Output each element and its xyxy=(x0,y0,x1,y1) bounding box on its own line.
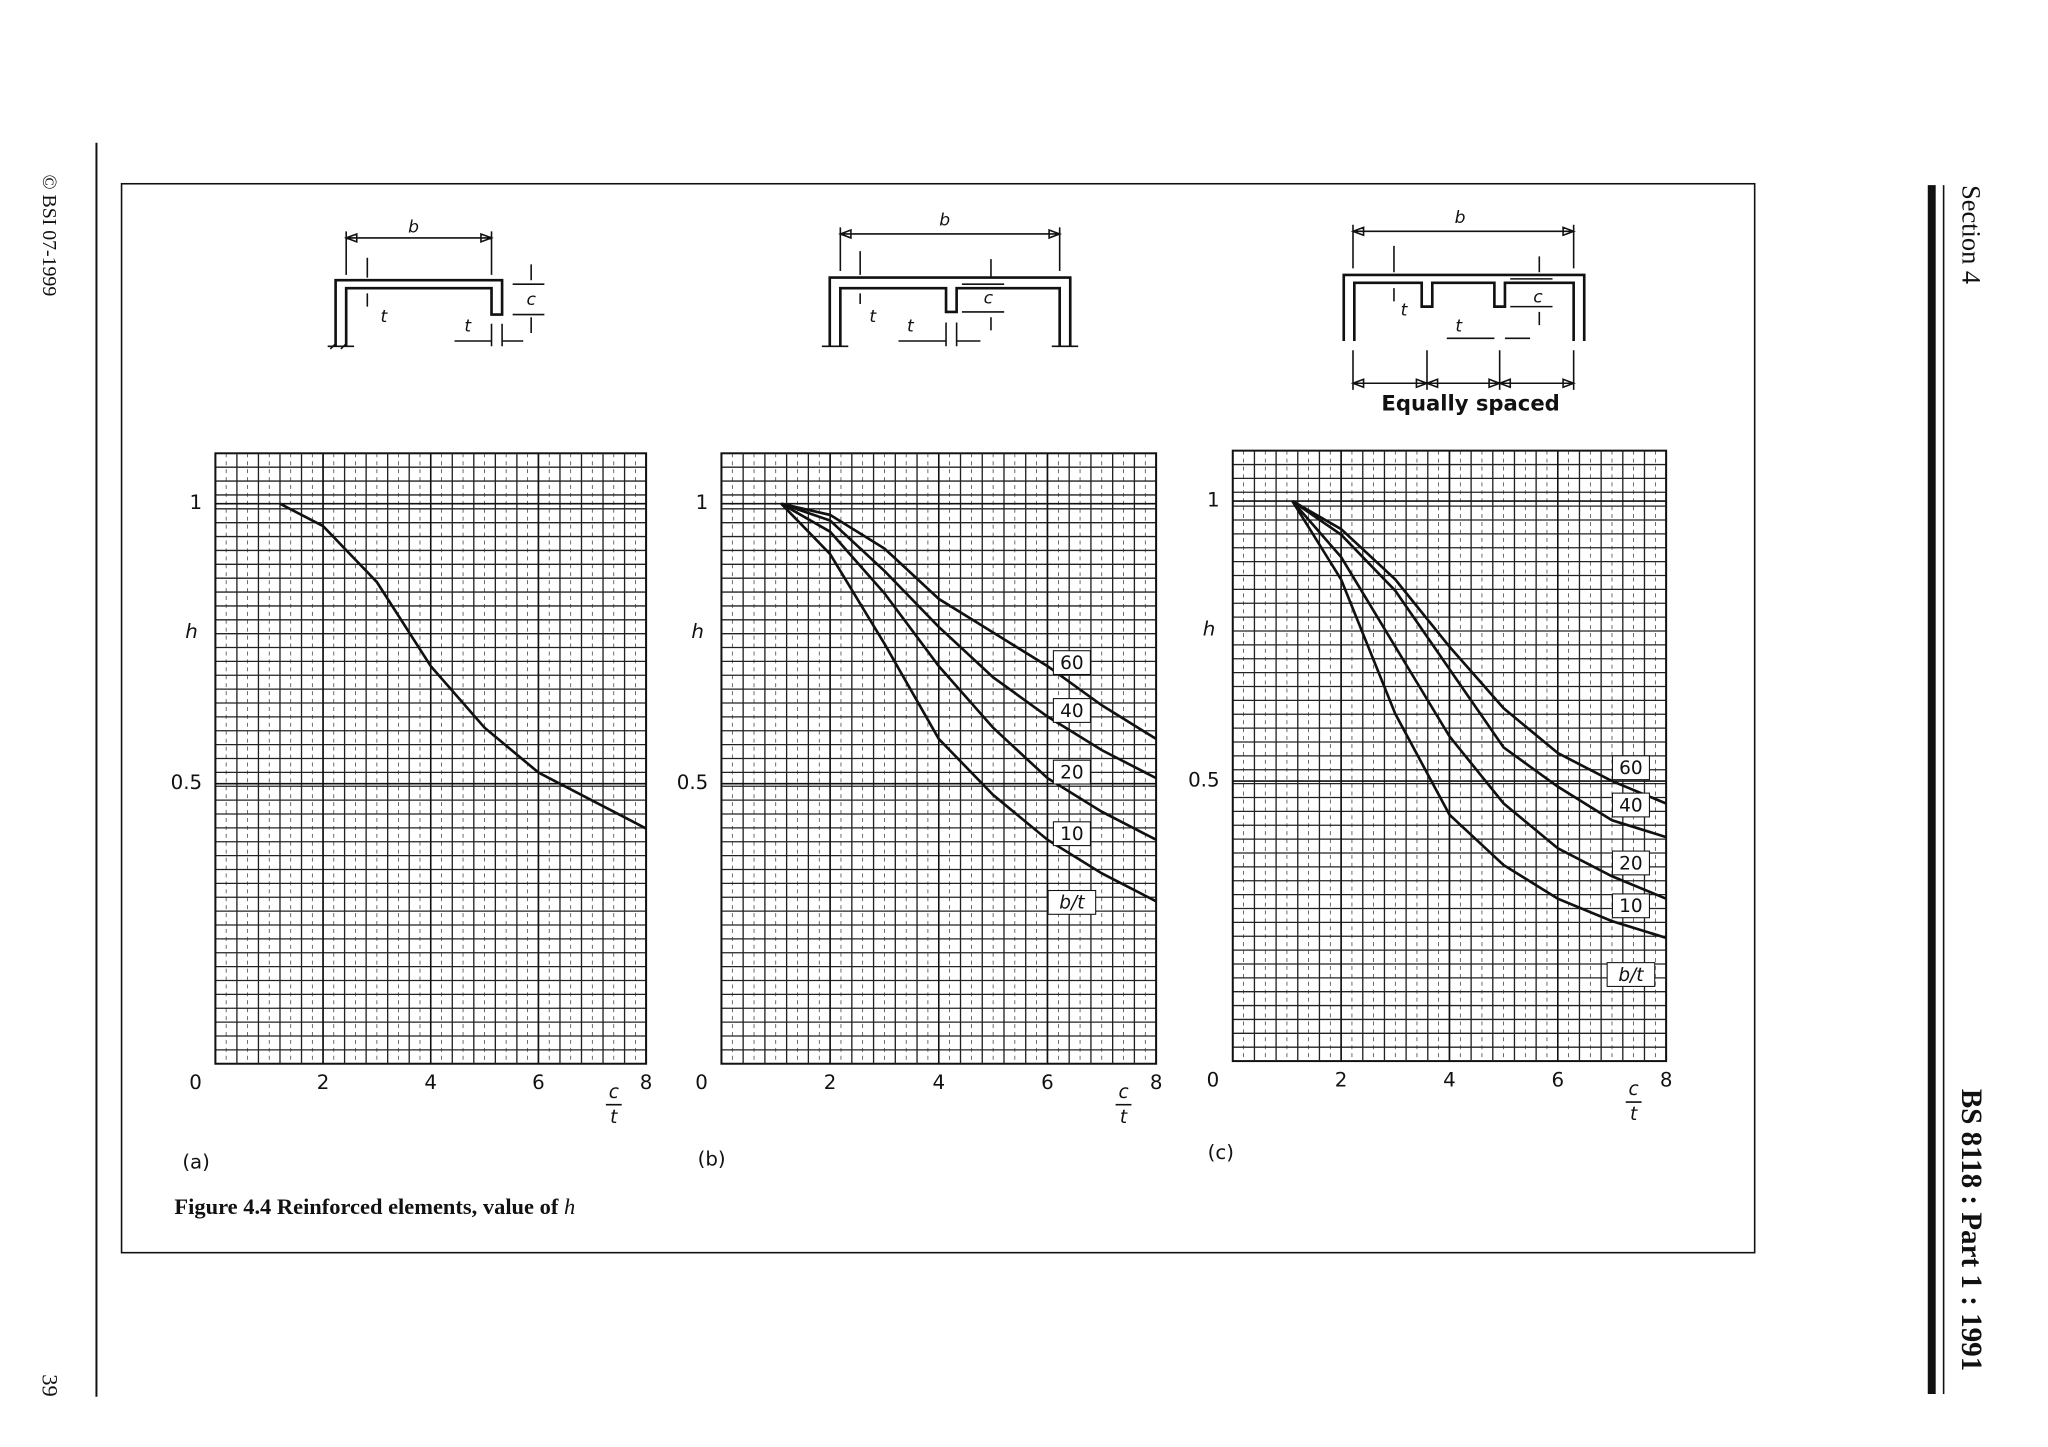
data-line xyxy=(1291,500,1667,900)
x-axis-label-numerator: c xyxy=(609,1082,619,1103)
diagram: b t c t xyxy=(821,211,1079,348)
data-line xyxy=(780,502,1157,903)
data-line xyxy=(1291,499,1667,805)
y-tick-label: 1 xyxy=(1207,489,1220,512)
dimension-lines xyxy=(327,231,545,350)
series-label-box xyxy=(1052,698,1091,723)
series-label: 10 xyxy=(1619,896,1643,917)
dim-label: t xyxy=(907,316,915,336)
caption-symbol: h xyxy=(564,1194,575,1219)
x-tick-label: 4 xyxy=(932,1071,945,1094)
y-tick-label: 1 xyxy=(696,491,709,514)
section-profile xyxy=(1342,273,1586,341)
data-line xyxy=(1291,499,1667,839)
series-label: 10 xyxy=(1060,824,1084,845)
panel-label: (a) xyxy=(182,1150,210,1173)
data-line xyxy=(780,502,1157,741)
x-axis-label-numerator: c xyxy=(1629,1079,1639,1100)
series-label-box xyxy=(1611,792,1650,818)
series-label-box xyxy=(1052,759,1091,785)
diagram: b t c t xyxy=(327,217,545,350)
legend-title-box xyxy=(1606,962,1656,987)
section-profile xyxy=(334,278,504,347)
standard: BS 8118 : Part 1 : 1991 xyxy=(1955,1089,1987,1371)
y-axis-label: h xyxy=(691,620,704,643)
legend-title-box xyxy=(1047,889,1097,915)
series-label-box xyxy=(1052,821,1091,847)
series-label: 40 xyxy=(1619,795,1643,816)
section-profile xyxy=(828,276,1072,347)
y-axis-label: h xyxy=(1203,617,1216,640)
figure-caption: Figure 4.4 Reinforced elements, value of… xyxy=(174,1194,575,1219)
x-tick-label: 0 xyxy=(189,1071,202,1094)
y-axis-label: h xyxy=(185,620,198,643)
series-label: 20 xyxy=(1619,853,1643,874)
series-label-box xyxy=(1611,893,1650,919)
x-tick-label: 2 xyxy=(317,1071,330,1094)
x-tick-label: 2 xyxy=(1335,1068,1348,1091)
data-line xyxy=(780,502,1157,780)
x-tick-label: 6 xyxy=(532,1071,545,1094)
x-axis-label-numerator: c xyxy=(1118,1082,1128,1103)
data-line xyxy=(1291,500,1667,940)
panel-label: (c) xyxy=(1208,1141,1234,1164)
figure-frame xyxy=(120,182,1756,1254)
section: Section 4 xyxy=(1957,185,1987,284)
x-tick-label: 8 xyxy=(640,1071,653,1094)
legend-title: b/t xyxy=(1059,893,1085,914)
legend-title: b/t xyxy=(1618,965,1644,986)
dim-label: t xyxy=(1455,316,1463,336)
x-tick-label: 8 xyxy=(1150,1071,1163,1094)
x-tick-label: 6 xyxy=(1551,1068,1564,1091)
dim-label: b xyxy=(1455,208,1466,228)
x-tick-label: 4 xyxy=(1443,1068,1456,1091)
page-number: 39 xyxy=(37,1374,62,1396)
series-label-box xyxy=(1052,650,1091,676)
dim-label: c xyxy=(526,290,536,310)
x-tick-label: 2 xyxy=(824,1071,837,1094)
dimension-lines xyxy=(1350,224,1576,390)
x-tick-label: 0 xyxy=(695,1071,708,1094)
x-tick-label: 4 xyxy=(424,1071,437,1094)
caption-text: Figure 4.4 Reinforced elements, value of xyxy=(174,1194,564,1219)
x-tick-label: 6 xyxy=(1041,1071,1054,1094)
copyright: © BSI 07-1999 xyxy=(38,175,60,297)
dim-label: b xyxy=(408,217,419,237)
y-tick-label: 0.5 xyxy=(677,771,708,794)
series-label: 40 xyxy=(1060,701,1084,722)
diagram: b t c t Equally spaced xyxy=(1342,208,1586,415)
y-tick-label: 1 xyxy=(190,491,203,514)
dim-label: t xyxy=(1401,301,1409,321)
dimension-lines xyxy=(821,227,1079,348)
dim-label: t xyxy=(464,316,472,336)
dim-label: t xyxy=(381,307,389,327)
dim-label: c xyxy=(984,289,994,309)
dim-label: c xyxy=(1533,287,1543,307)
series-label: 60 xyxy=(1060,653,1084,674)
diagram-note: Equally spaced xyxy=(1381,390,1559,415)
series-label: 20 xyxy=(1060,762,1084,783)
dim-label: b xyxy=(939,211,950,231)
x-axis-label-denominator: t xyxy=(1630,1104,1638,1125)
y-tick-label: 0.5 xyxy=(1188,769,1219,792)
panel-label: (b) xyxy=(698,1148,726,1171)
x-tick-label: 0 xyxy=(1207,1068,1220,1091)
dim-label: t xyxy=(869,307,877,327)
series-label-box xyxy=(1611,850,1650,876)
series-label: 60 xyxy=(1619,758,1643,779)
x-axis-label-denominator: t xyxy=(610,1107,618,1128)
series-label-box xyxy=(1611,755,1650,781)
x-tick-label: 8 xyxy=(1660,1068,1673,1091)
data-line xyxy=(780,502,1157,841)
y-tick-label: 0.5 xyxy=(171,771,202,794)
x-axis-label-denominator: t xyxy=(1120,1107,1128,1128)
data-line xyxy=(279,502,647,830)
